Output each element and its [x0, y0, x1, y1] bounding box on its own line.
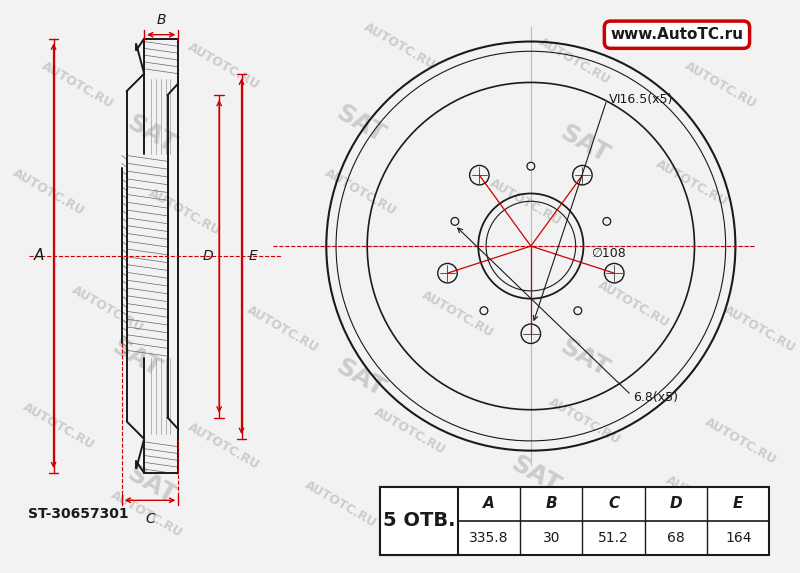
Text: E: E [733, 496, 743, 511]
Text: A: A [34, 248, 44, 264]
Text: SAT: SAT [556, 120, 613, 167]
Text: AUTOTC.RU: AUTOTC.RU [537, 35, 613, 87]
Text: AUTOTC.RU: AUTOTC.RU [488, 176, 564, 228]
Text: SAT: SAT [556, 335, 613, 382]
Text: AUTOTC.RU: AUTOTC.RU [663, 473, 739, 525]
Text: SAT: SAT [507, 452, 565, 499]
Text: SAT: SAT [108, 335, 165, 382]
Circle shape [480, 307, 488, 315]
Circle shape [438, 264, 458, 283]
Text: www.AutoTC.ru: www.AutoTC.ru [610, 27, 743, 42]
Text: A: A [483, 496, 495, 511]
Text: SAT: SAT [122, 111, 180, 158]
Text: AUTOTC.RU: AUTOTC.RU [361, 21, 438, 72]
Text: AUTOTC.RU: AUTOTC.RU [302, 478, 379, 530]
Text: SAT: SAT [122, 461, 180, 508]
Text: AUTOTC.RU: AUTOTC.RU [722, 303, 798, 355]
Text: E: E [249, 249, 258, 263]
Text: D: D [202, 249, 213, 263]
Circle shape [451, 218, 458, 225]
Text: SAT: SAT [332, 101, 389, 148]
Text: 335.8: 335.8 [470, 531, 509, 545]
Bar [380, 486, 458, 555]
Text: C: C [608, 496, 619, 511]
Text: 6.8(x5): 6.8(x5) [633, 391, 678, 403]
Text: 5 ОТВ.: 5 ОТВ. [382, 511, 455, 530]
Text: B: B [157, 13, 166, 27]
Text: AUTOTC.RU: AUTOTC.RU [186, 420, 262, 472]
Text: AUTOTC.RU: AUTOTC.RU [40, 60, 116, 111]
Text: AUTOTC.RU: AUTOTC.RU [546, 395, 622, 447]
Text: SAT: SAT [332, 354, 389, 401]
Text: AUTOTC.RU: AUTOTC.RU [682, 60, 759, 111]
Circle shape [521, 324, 541, 343]
Text: AUTOTC.RU: AUTOTC.RU [186, 40, 262, 92]
Circle shape [603, 218, 610, 225]
Text: AUTOTC.RU: AUTOTC.RU [488, 488, 564, 540]
Text: AUTOTC.RU: AUTOTC.RU [69, 284, 146, 335]
Text: AUTOTC.RU: AUTOTC.RU [20, 401, 97, 452]
Circle shape [574, 307, 582, 315]
Text: 164: 164 [725, 531, 751, 545]
Text: AUTOTC.RU: AUTOTC.RU [595, 278, 671, 330]
Text: AUTOTC.RU: AUTOTC.RU [147, 186, 223, 238]
Text: AUTOTC.RU: AUTOTC.RU [702, 415, 778, 466]
Text: AUTOTC.RU: AUTOTC.RU [108, 488, 184, 540]
Text: ST-30657301: ST-30657301 [28, 507, 128, 521]
Text: 30: 30 [542, 531, 560, 545]
Text: ∅108: ∅108 [591, 248, 626, 260]
Text: Ⅵ16.5(x5): Ⅵ16.5(x5) [609, 93, 673, 107]
Circle shape [605, 264, 624, 283]
Text: AUTOTC.RU: AUTOTC.RU [654, 157, 730, 209]
Text: D: D [670, 496, 682, 511]
Text: AUTOTC.RU: AUTOTC.RU [244, 303, 321, 355]
Bar [380, 486, 770, 555]
Text: AUTOTC.RU: AUTOTC.RU [420, 288, 496, 340]
Text: 51.2: 51.2 [598, 531, 629, 545]
Text: AUTOTC.RU: AUTOTC.RU [371, 405, 447, 457]
Circle shape [573, 166, 592, 185]
Text: AUTOTC.RU: AUTOTC.RU [322, 167, 398, 218]
Text: C: C [145, 512, 155, 526]
Text: AUTOTC.RU: AUTOTC.RU [10, 167, 87, 218]
Circle shape [470, 166, 489, 185]
Circle shape [527, 162, 534, 170]
Text: B: B [546, 496, 557, 511]
Text: 68: 68 [667, 531, 685, 545]
